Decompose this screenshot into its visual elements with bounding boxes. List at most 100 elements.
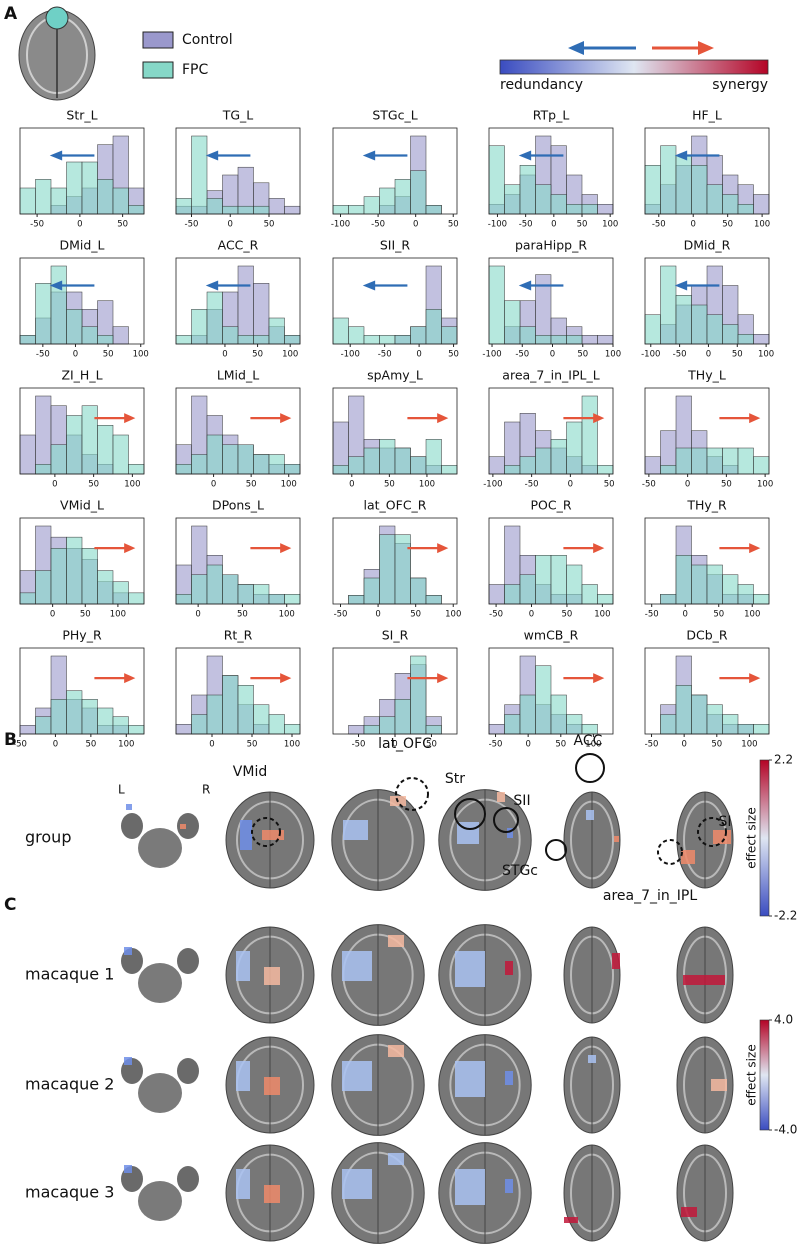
arrow-head — [437, 673, 449, 684]
arrow-head — [49, 150, 63, 161]
fpc-bar — [363, 577, 380, 605]
x-tick-label: 100 — [419, 480, 435, 490]
effect-patch — [388, 1153, 404, 1165]
axes-frame — [488, 647, 614, 735]
trend-arrow — [719, 413, 761, 424]
fpc-bar — [504, 300, 521, 345]
fpc-bar — [35, 179, 52, 215]
x-tick-label: 50 — [117, 220, 128, 230]
x-tick-label: 0 — [413, 220, 418, 230]
trend-arrow — [49, 150, 95, 161]
axes-frame — [332, 387, 458, 475]
effect-patch — [455, 1169, 485, 1205]
fpc-bar — [253, 704, 270, 735]
effect-patch — [264, 1077, 280, 1095]
fpc-bar — [737, 584, 754, 605]
effect-patch — [240, 820, 252, 850]
x-tick-label: 100 — [585, 740, 601, 750]
hist-title: PHy_R — [62, 628, 102, 643]
fpc-bar — [175, 464, 192, 475]
panel-label: C — [4, 895, 16, 915]
hist-title: DCb_R — [686, 628, 728, 643]
fpc-bar — [222, 675, 239, 735]
hist-title: DMid_L — [59, 238, 104, 253]
fpc-bar — [504, 714, 521, 735]
trend-arrow — [674, 280, 720, 291]
fpc-bar — [222, 205, 239, 215]
fpc-bar — [550, 335, 567, 345]
fpc-bar — [722, 574, 739, 605]
trend-arrow — [250, 543, 292, 554]
effect-patch — [711, 1079, 727, 1091]
fpc-bar — [206, 198, 223, 215]
hist-title: SI_R — [382, 628, 409, 643]
brain-slice — [121, 813, 143, 839]
fpc-bar — [237, 444, 254, 475]
hist-title: RTp_L — [533, 108, 570, 123]
x-tick-label: -50 — [673, 350, 687, 360]
x-tick-label: -50 — [334, 610, 348, 620]
x-tick-label: -50 — [652, 220, 666, 230]
fpc-bar — [50, 187, 67, 215]
panel-label: A — [4, 4, 18, 24]
fpc-bar — [706, 184, 723, 215]
fpc-bar — [332, 465, 349, 475]
effect-patch — [455, 951, 485, 987]
axes-frame — [488, 517, 614, 605]
trend-arrow — [205, 150, 251, 161]
trend-arrow — [563, 543, 605, 554]
brain-slice — [138, 1073, 182, 1113]
fpc-bar — [268, 594, 285, 605]
legend-swatch — [142, 61, 174, 79]
x-tick-label: 50 — [448, 220, 459, 230]
fpc-bar — [175, 594, 192, 605]
side-label: L — [118, 783, 125, 797]
fpc-bar — [50, 265, 67, 345]
fpc-bar — [675, 295, 692, 345]
fpc-bar — [675, 447, 692, 475]
arrow-head — [674, 280, 688, 291]
control-bar — [488, 724, 505, 735]
trend-arrow — [563, 673, 605, 684]
effect-patch — [586, 810, 594, 820]
fpc-bar — [706, 447, 723, 475]
axes-frame — [19, 257, 145, 345]
x-tick-label: 100 — [744, 610, 760, 620]
fpc-bar — [535, 447, 552, 475]
fpc-bar — [237, 205, 254, 215]
fpc-bar — [191, 454, 208, 475]
axes-frame — [644, 257, 770, 345]
fpc-bar — [519, 165, 536, 215]
fpc-bar — [488, 265, 505, 345]
x-tick-label: 50 — [448, 350, 459, 360]
fpc-bar — [597, 465, 614, 475]
x-tick-label: 0 — [685, 480, 690, 490]
legend-label: Control — [182, 32, 233, 48]
effect-patch — [505, 961, 513, 975]
colorbar-tick-label: 4.0 — [774, 1013, 793, 1027]
hist-title: area_7_in_IPL_L — [502, 368, 599, 383]
x-tick-label: 0 — [529, 610, 534, 620]
fpc-bar — [19, 335, 36, 345]
trend-arrow — [94, 673, 136, 684]
axes-frame — [175, 517, 301, 605]
fpc-bar — [284, 464, 301, 475]
fpc-bar — [206, 291, 223, 345]
fpc-bar — [566, 564, 583, 605]
effect-patch — [388, 935, 404, 947]
fpc-bar — [425, 309, 442, 345]
fpc-bar — [348, 595, 365, 605]
fpc-bar — [425, 725, 442, 735]
control-bar — [488, 584, 505, 605]
trend-arrow — [518, 150, 564, 161]
x-tick-label: 50 — [85, 740, 96, 750]
side-label: R — [202, 783, 210, 797]
colorbar-label: effect size — [745, 1044, 759, 1105]
fpc-bar — [97, 425, 114, 475]
trend-arrow — [94, 543, 136, 554]
fpc-bar — [284, 594, 301, 605]
x-tick-label: 0 — [73, 350, 78, 360]
x-tick-label: 100 — [281, 480, 297, 490]
fpc-bar — [253, 584, 270, 605]
fpc-bar — [175, 335, 192, 345]
